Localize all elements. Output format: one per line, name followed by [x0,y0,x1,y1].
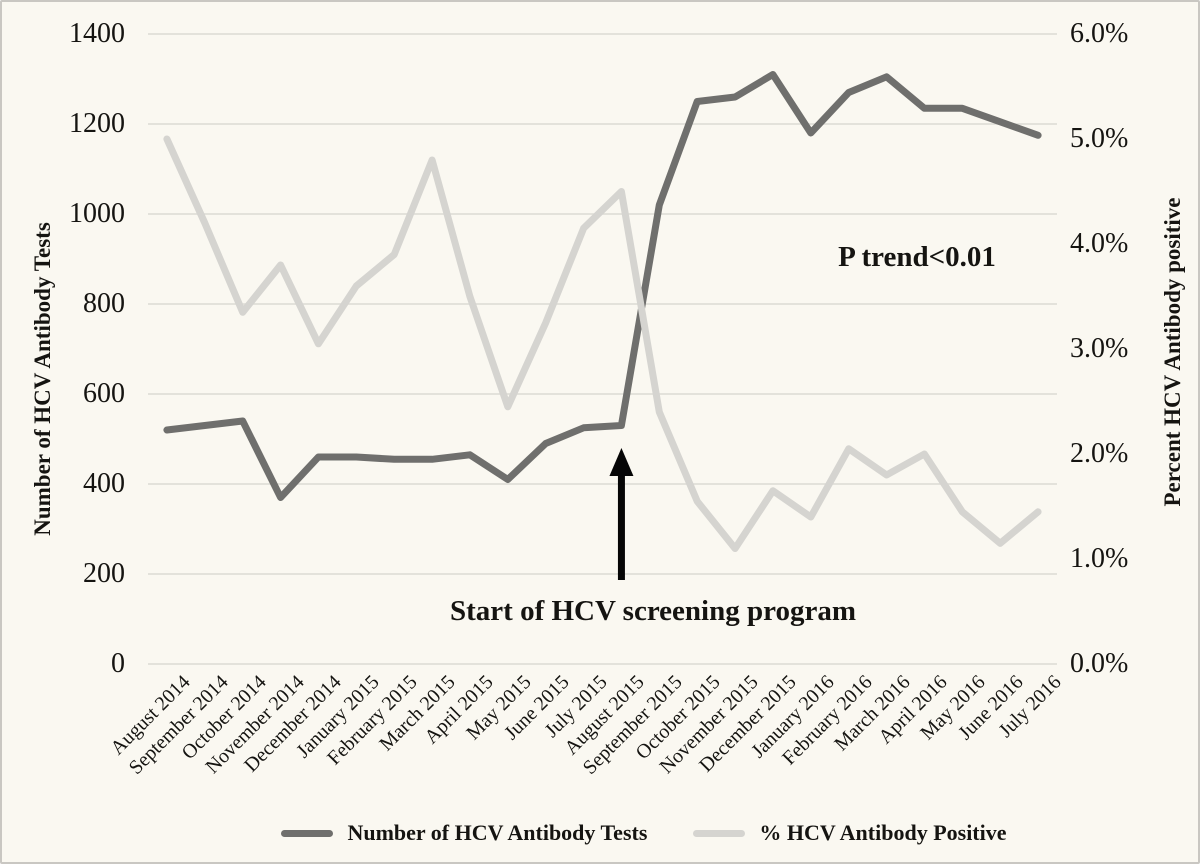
screening-program-annotation: Start of HCV screening program [450,595,856,627]
right-axis-tick-label: 6.0% [1070,18,1129,49]
legend-item: % HCV Antibody Positive [693,820,1007,846]
right-axis-tick-label: 3.0% [1070,333,1129,364]
legend-item: Number of HCV Antibody Tests [281,820,647,846]
legend-label: % HCV Antibody Positive [759,820,1007,845]
p-trend-annotation: P trend<0.01 [838,241,996,273]
legend-label: Number of HCV Antibody Tests [347,820,648,845]
right-axis-tick-label: 1.0% [1070,543,1129,574]
percent-positive-line-series [163,135,1042,552]
left-axis-tick-label: 1000 [69,198,125,229]
chart-legend: Number of HCV Antibody Tests % HCV Antibo… [46,820,1198,846]
left-axis-tick-label: 200 [83,558,125,589]
annotation-arrow-head [609,448,634,476]
tests-line-series [163,71,1042,501]
left-axis-tick-label: 1200 [69,108,125,139]
left-axis-tick-label: 800 [83,288,125,319]
left-axis-tick-label: 0 [111,648,125,679]
legend-line-swatch [693,829,746,837]
left-axis-tick-label: 600 [83,378,125,409]
left-axis-tick-label: 1400 [69,18,125,49]
left-axis-title: Number of HCV Antibody Tests [30,222,55,536]
left-axis-tick-label: 400 [83,468,125,499]
right-axis-tick-label: 0.0% [1070,648,1129,679]
right-axis-tick-label: 4.0% [1070,228,1129,259]
right-axis-tick-label: 5.0% [1070,123,1129,154]
right-axis-title: Percent HCV Antibody positive [1160,197,1185,507]
legend-line-swatch [281,829,334,837]
right-axis-tick-label: 2.0% [1070,438,1129,469]
